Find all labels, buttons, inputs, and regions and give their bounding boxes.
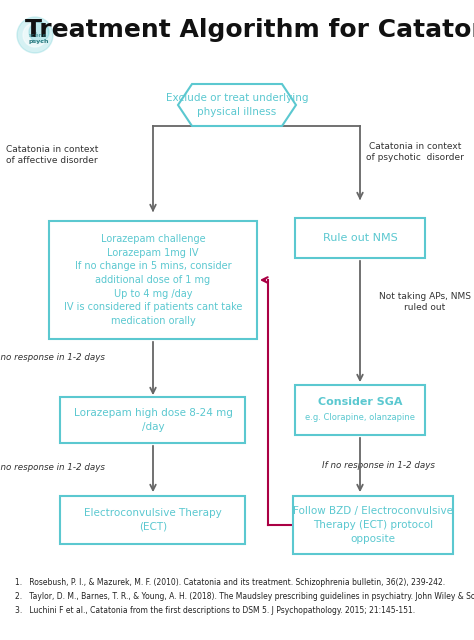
Circle shape (23, 23, 47, 47)
Text: psych: psych (29, 39, 49, 44)
FancyBboxPatch shape (295, 218, 425, 258)
Text: Exclude or treat underlying
physical illness: Exclude or treat underlying physical ill… (166, 93, 308, 116)
FancyBboxPatch shape (61, 496, 246, 544)
Text: Lorazepam high dose 8-24 mg
/day: Lorazepam high dose 8-24 mg /day (73, 408, 232, 432)
Text: 2.   Taylor, D. M., Barnes, T. R., & Young, A. H. (2018). The Maudsley prescribi: 2. Taylor, D. M., Barnes, T. R., & Young… (15, 592, 474, 601)
Text: 3.   Luchini F et al., Catatonia from the first descriptions to DSM 5. J Psychop: 3. Luchini F et al., Catatonia from the … (15, 606, 415, 615)
Text: Consider SGA: Consider SGA (318, 397, 402, 407)
FancyBboxPatch shape (295, 385, 425, 435)
Text: If no response in 1-2 days: If no response in 1-2 days (0, 353, 104, 362)
Text: Lorazepam challenge
Lorazepam 1mg IV
If no change in 5 mins, consider
additional: Lorazepam challenge Lorazepam 1mg IV If … (64, 234, 242, 326)
Text: If no response in 1-2 days: If no response in 1-2 days (322, 461, 435, 470)
Text: e.g. Clorapine, olanzapine: e.g. Clorapine, olanzapine (305, 413, 415, 422)
FancyBboxPatch shape (61, 397, 246, 443)
FancyBboxPatch shape (49, 221, 257, 339)
Text: Catatonia in context
of psychotic  disorder: Catatonia in context of psychotic disord… (366, 142, 464, 162)
FancyBboxPatch shape (293, 496, 453, 554)
Circle shape (17, 17, 53, 53)
Text: scène: scène (29, 33, 47, 38)
Text: Rule out NMS: Rule out NMS (323, 233, 397, 243)
Text: 1.   Rosebush, P. I., & Mazurek, M. F. (2010). Catatonia and its treatment. Schi: 1. Rosebush, P. I., & Mazurek, M. F. (20… (15, 578, 445, 587)
Polygon shape (178, 84, 296, 126)
Text: Treatment Algorithm for Catatonia: Treatment Algorithm for Catatonia (25, 18, 474, 42)
Text: Electroconvulsive Therapy
(ECT): Electroconvulsive Therapy (ECT) (84, 508, 222, 532)
Text: Not taking APs, NMS
ruled out: Not taking APs, NMS ruled out (379, 292, 471, 312)
Text: Follow BZD / Electroconvulsive
Therapy (ECT) protocol
opposite: Follow BZD / Electroconvulsive Therapy (… (293, 506, 453, 543)
Circle shape (29, 22, 49, 42)
Text: If no response in 1-2 days: If no response in 1-2 days (0, 463, 104, 472)
Text: Catatonia in context
of affective disorder: Catatonia in context of affective disord… (6, 145, 98, 165)
